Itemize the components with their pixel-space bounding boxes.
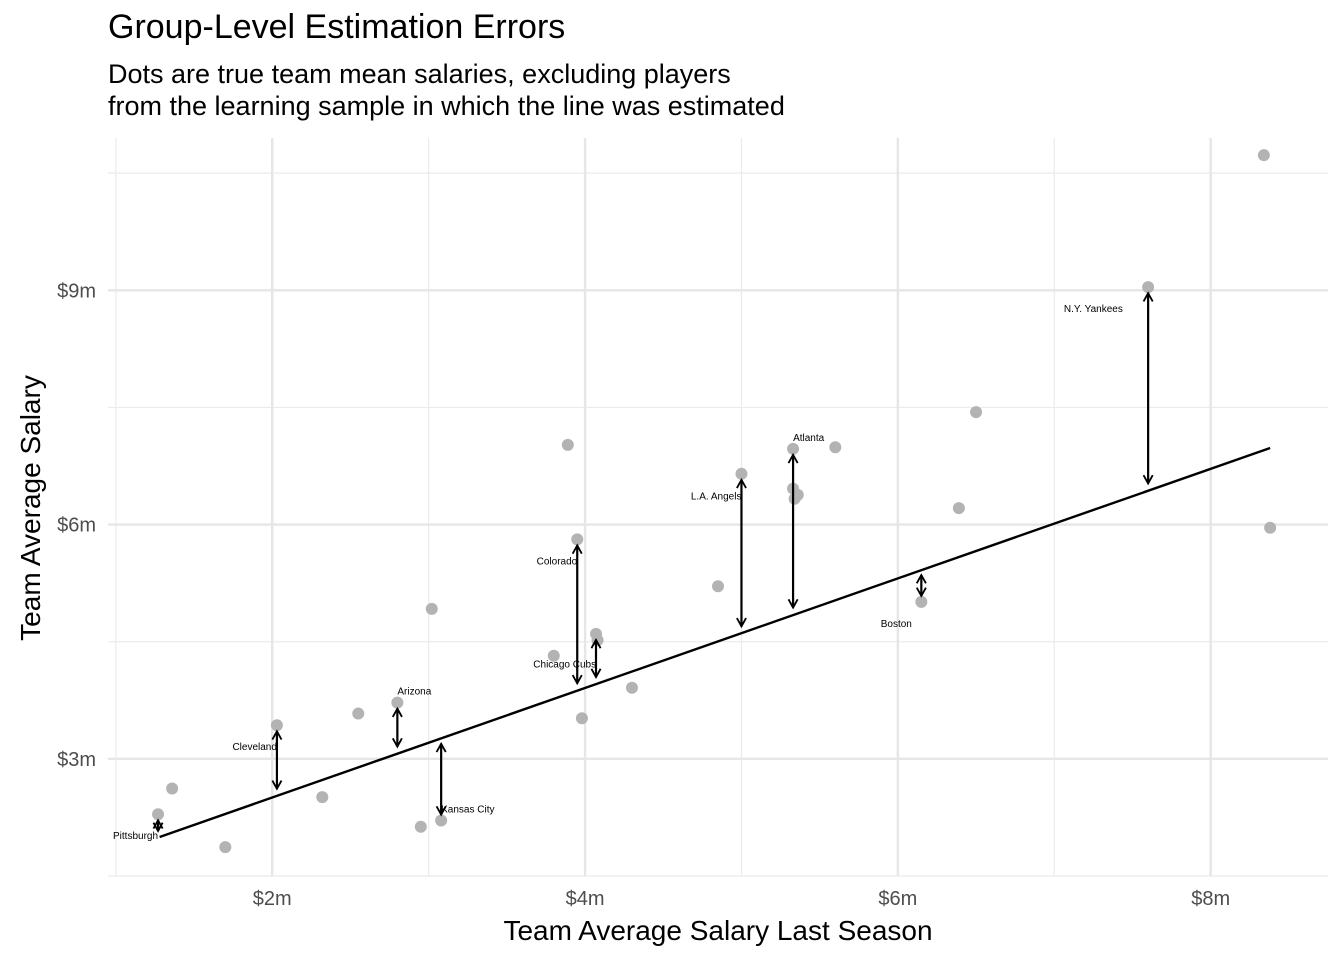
team-label: Atlanta — [793, 433, 825, 444]
grid-minor — [108, 138, 1328, 877]
data-point — [787, 442, 800, 455]
data-point — [1264, 521, 1277, 534]
subtitle-line-2: from the learning sample in which the li… — [108, 91, 785, 121]
data-point — [735, 467, 748, 480]
tick-labels: $2m $4m $6m $8m $3m $6m $9m — [57, 280, 1230, 910]
chart-subtitle: Dots are true team mean salaries, exclud… — [108, 58, 785, 122]
data-point — [352, 707, 365, 720]
x-tick-label: $8m — [1191, 888, 1230, 910]
data-point — [152, 808, 165, 821]
data-point — [970, 406, 983, 419]
team-label: L.A. Angels — [691, 491, 742, 502]
y-axis-title: Team Average Salary — [15, 375, 46, 641]
data-point — [1142, 281, 1155, 294]
x-tick-label: $6m — [878, 888, 917, 910]
fit-line-layer — [159, 446, 1271, 839]
error-arrows — [158, 293, 1148, 831]
x-tick-label: $2m — [253, 888, 292, 910]
team-label: Cleveland — [232, 742, 276, 753]
data-point — [915, 595, 928, 608]
data-point — [591, 634, 604, 647]
team-label: Chicago Cubs — [533, 659, 596, 670]
y-tick-label: $9m — [57, 280, 96, 302]
data-point — [391, 696, 404, 709]
team-label: Colorado — [537, 556, 578, 567]
data-point — [1257, 149, 1270, 162]
fit-line — [159, 446, 1271, 839]
x-tick-label: $4m — [566, 888, 605, 910]
data-point — [625, 681, 638, 694]
data-point — [712, 580, 724, 593]
data-point — [270, 719, 283, 732]
data-point — [547, 649, 560, 662]
data-point — [425, 602, 438, 615]
data-point — [575, 712, 588, 725]
team-labels: Pittsburgh Cleveland Arizona Kansas City Col… — [113, 304, 1123, 842]
data-point — [219, 841, 232, 854]
data-point — [829, 441, 842, 454]
team-label: Kansas City — [441, 805, 494, 816]
data-point — [316, 791, 329, 804]
team-label: Arizona — [397, 687, 431, 698]
x-axis-title: Team Average Salary Last Season — [503, 915, 932, 946]
data-point — [561, 438, 574, 451]
data-point — [166, 782, 179, 795]
data-point — [571, 533, 584, 546]
team-label: Boston — [881, 619, 912, 630]
y-tick-label: $6m — [57, 515, 96, 537]
team-label: Pittsburgh — [113, 831, 158, 842]
grid-major — [108, 138, 1328, 876]
subtitle-line-1: Dots are true team mean salaries, exclud… — [108, 59, 731, 89]
chart-title: Group-Level Estimation Errors — [108, 8, 566, 46]
data-point — [952, 502, 965, 515]
data-point — [435, 814, 448, 827]
team-label: N.Y. Yankees — [1064, 304, 1123, 315]
data-point — [414, 820, 427, 833]
y-tick-label: $3m — [57, 749, 96, 771]
